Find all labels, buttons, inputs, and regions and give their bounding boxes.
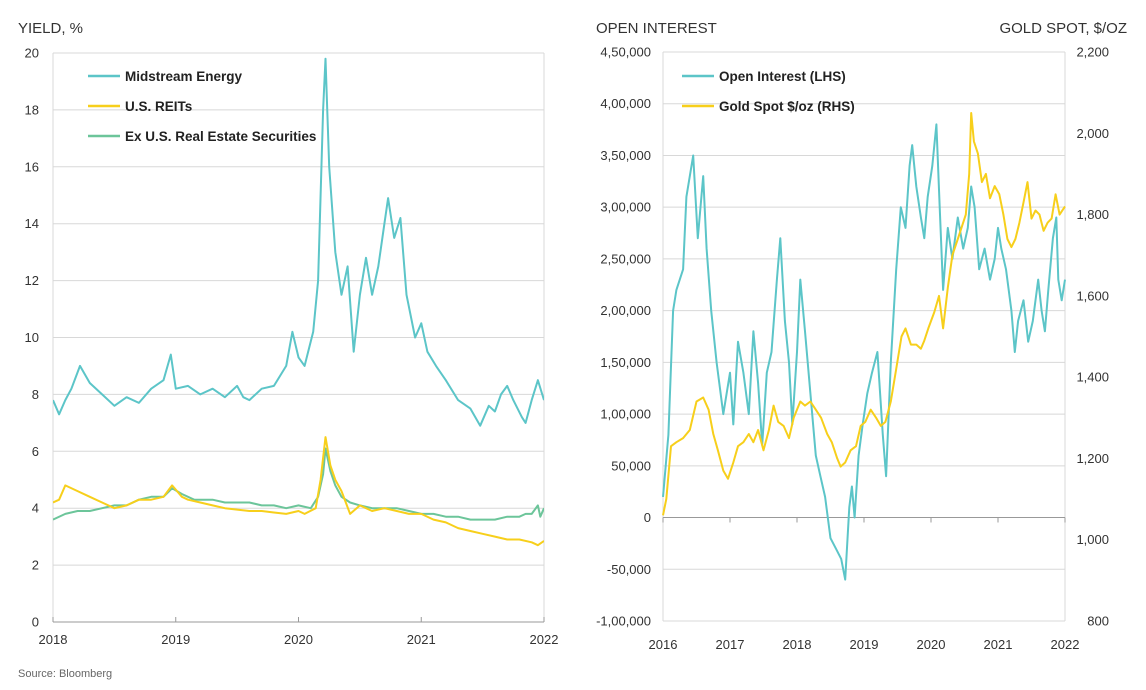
open-interest-chart-series [662, 112, 1066, 581]
right-y-tick-label: 1,000 [1076, 532, 1109, 547]
y-tick-label: 20 [25, 46, 39, 61]
yield-chart-y-axis: 0 2 4 6 8 10 12 14 16 18 20 [25, 46, 39, 630]
yield-chart-title: YIELD, % [18, 20, 83, 37]
y-tick-label: 4 [32, 501, 39, 516]
x-tick-label: 2022 [530, 632, 559, 647]
y-tick-label: 14 [25, 216, 39, 231]
right-y-tick-label: 2,200 [1076, 45, 1109, 60]
legend-label: Ex U.S. Real Estate Securities [125, 129, 316, 144]
open-interest-chart: OPEN INTEREST GOLD SPOT, $/OZ -1,00,000-… [596, 20, 1127, 652]
y-tick-label: 8 [32, 387, 39, 402]
x-tick-label: 2018 [39, 632, 68, 647]
left-y-tick-label: -1,00,000 [596, 614, 651, 629]
right-y-tick-label: 1,600 [1076, 288, 1109, 303]
legend-label: U.S. REITs [125, 99, 192, 114]
x-tick-label: 2021 [407, 632, 436, 647]
left-y-tick-label: 50,000 [611, 458, 651, 473]
series-line-u-s-reits [53, 436, 544, 547]
open-interest-left-axis: -1,00,000 -50,000 0 50,000 1,00,000 1,50,000 2… [596, 45, 651, 629]
right-y-tick-label: 800 [1087, 614, 1109, 629]
series-line-gold-spot [662, 112, 1066, 516]
open-interest-left-title: OPEN INTEREST [596, 20, 717, 37]
series-line-ex-u-s-real-estate-securities [53, 447, 544, 521]
open-interest-chart-legend: Open Interest (LHS) Gold Spot $/oz (RHS) [682, 69, 855, 114]
x-tick-label: 2022 [1051, 637, 1080, 652]
x-tick-label: 2017 [716, 637, 745, 652]
y-tick-label: 16 [25, 159, 39, 174]
left-y-tick-label: 3,50,000 [600, 148, 651, 163]
open-interest-chart-grid [662, 51, 1066, 622]
source-note: Source: Bloomberg [18, 668, 113, 680]
x-tick-label: 2021 [984, 637, 1013, 652]
legend-label: Open Interest (LHS) [719, 69, 846, 84]
right-y-tick-label: 2,000 [1076, 126, 1109, 141]
left-y-tick-label: 1,50,000 [600, 355, 651, 370]
open-interest-chart-x-axis: 2016 2017 2018 2019 2020 2021 2022 [649, 517, 1080, 652]
x-tick-label: 2020 [284, 632, 313, 647]
right-y-tick-label: 1,400 [1076, 370, 1109, 385]
y-tick-label: 2 [32, 558, 39, 573]
gold-spot-right-axis: 800 1,000 1,200 1,400 1,600 1,800 2,000 2,200 [1076, 45, 1109, 629]
x-tick-label: 2019 [850, 637, 879, 652]
y-tick-label: 18 [25, 102, 39, 117]
x-tick-label: 2016 [649, 637, 678, 652]
y-tick-label: 6 [32, 444, 39, 459]
left-y-tick-label: 0 [644, 510, 651, 525]
yield-chart-legend: Midstream Energy U.S. REITs Ex U.S. Real E… [88, 69, 316, 144]
left-y-tick-label: 3,00,000 [600, 200, 651, 215]
right-y-tick-label: 1,200 [1076, 451, 1109, 466]
left-y-tick-label: -50,000 [607, 562, 651, 577]
left-y-tick-label: 1,00,000 [600, 407, 651, 422]
y-tick-label: 0 [32, 615, 39, 630]
yield-chart-grid [52, 52, 545, 623]
y-tick-label: 12 [25, 273, 39, 288]
legend-label: Midstream Energy [125, 69, 243, 84]
yield-chart-series [53, 57, 544, 547]
gold-spot-right-title: GOLD SPOT, $/OZ [999, 20, 1127, 37]
left-y-tick-label: 2,00,000 [600, 303, 651, 318]
legend-label: Gold Spot $/oz (RHS) [719, 99, 855, 114]
x-tick-label: 2019 [161, 632, 190, 647]
series-line-midstream-energy [53, 57, 544, 427]
series-line-open-interest [662, 123, 1066, 581]
left-y-tick-label: 4,00,000 [600, 96, 651, 111]
left-y-tick-label: 4,50,000 [600, 45, 651, 60]
yield-chart-x-axis: 2018 2019 2020 2021 2022 [39, 617, 559, 647]
right-y-tick-label: 1,800 [1076, 207, 1109, 222]
x-tick-label: 2018 [783, 637, 812, 652]
x-tick-label: 2020 [917, 637, 946, 652]
left-y-tick-label: 2,50,000 [600, 251, 651, 266]
y-tick-label: 10 [25, 330, 39, 345]
